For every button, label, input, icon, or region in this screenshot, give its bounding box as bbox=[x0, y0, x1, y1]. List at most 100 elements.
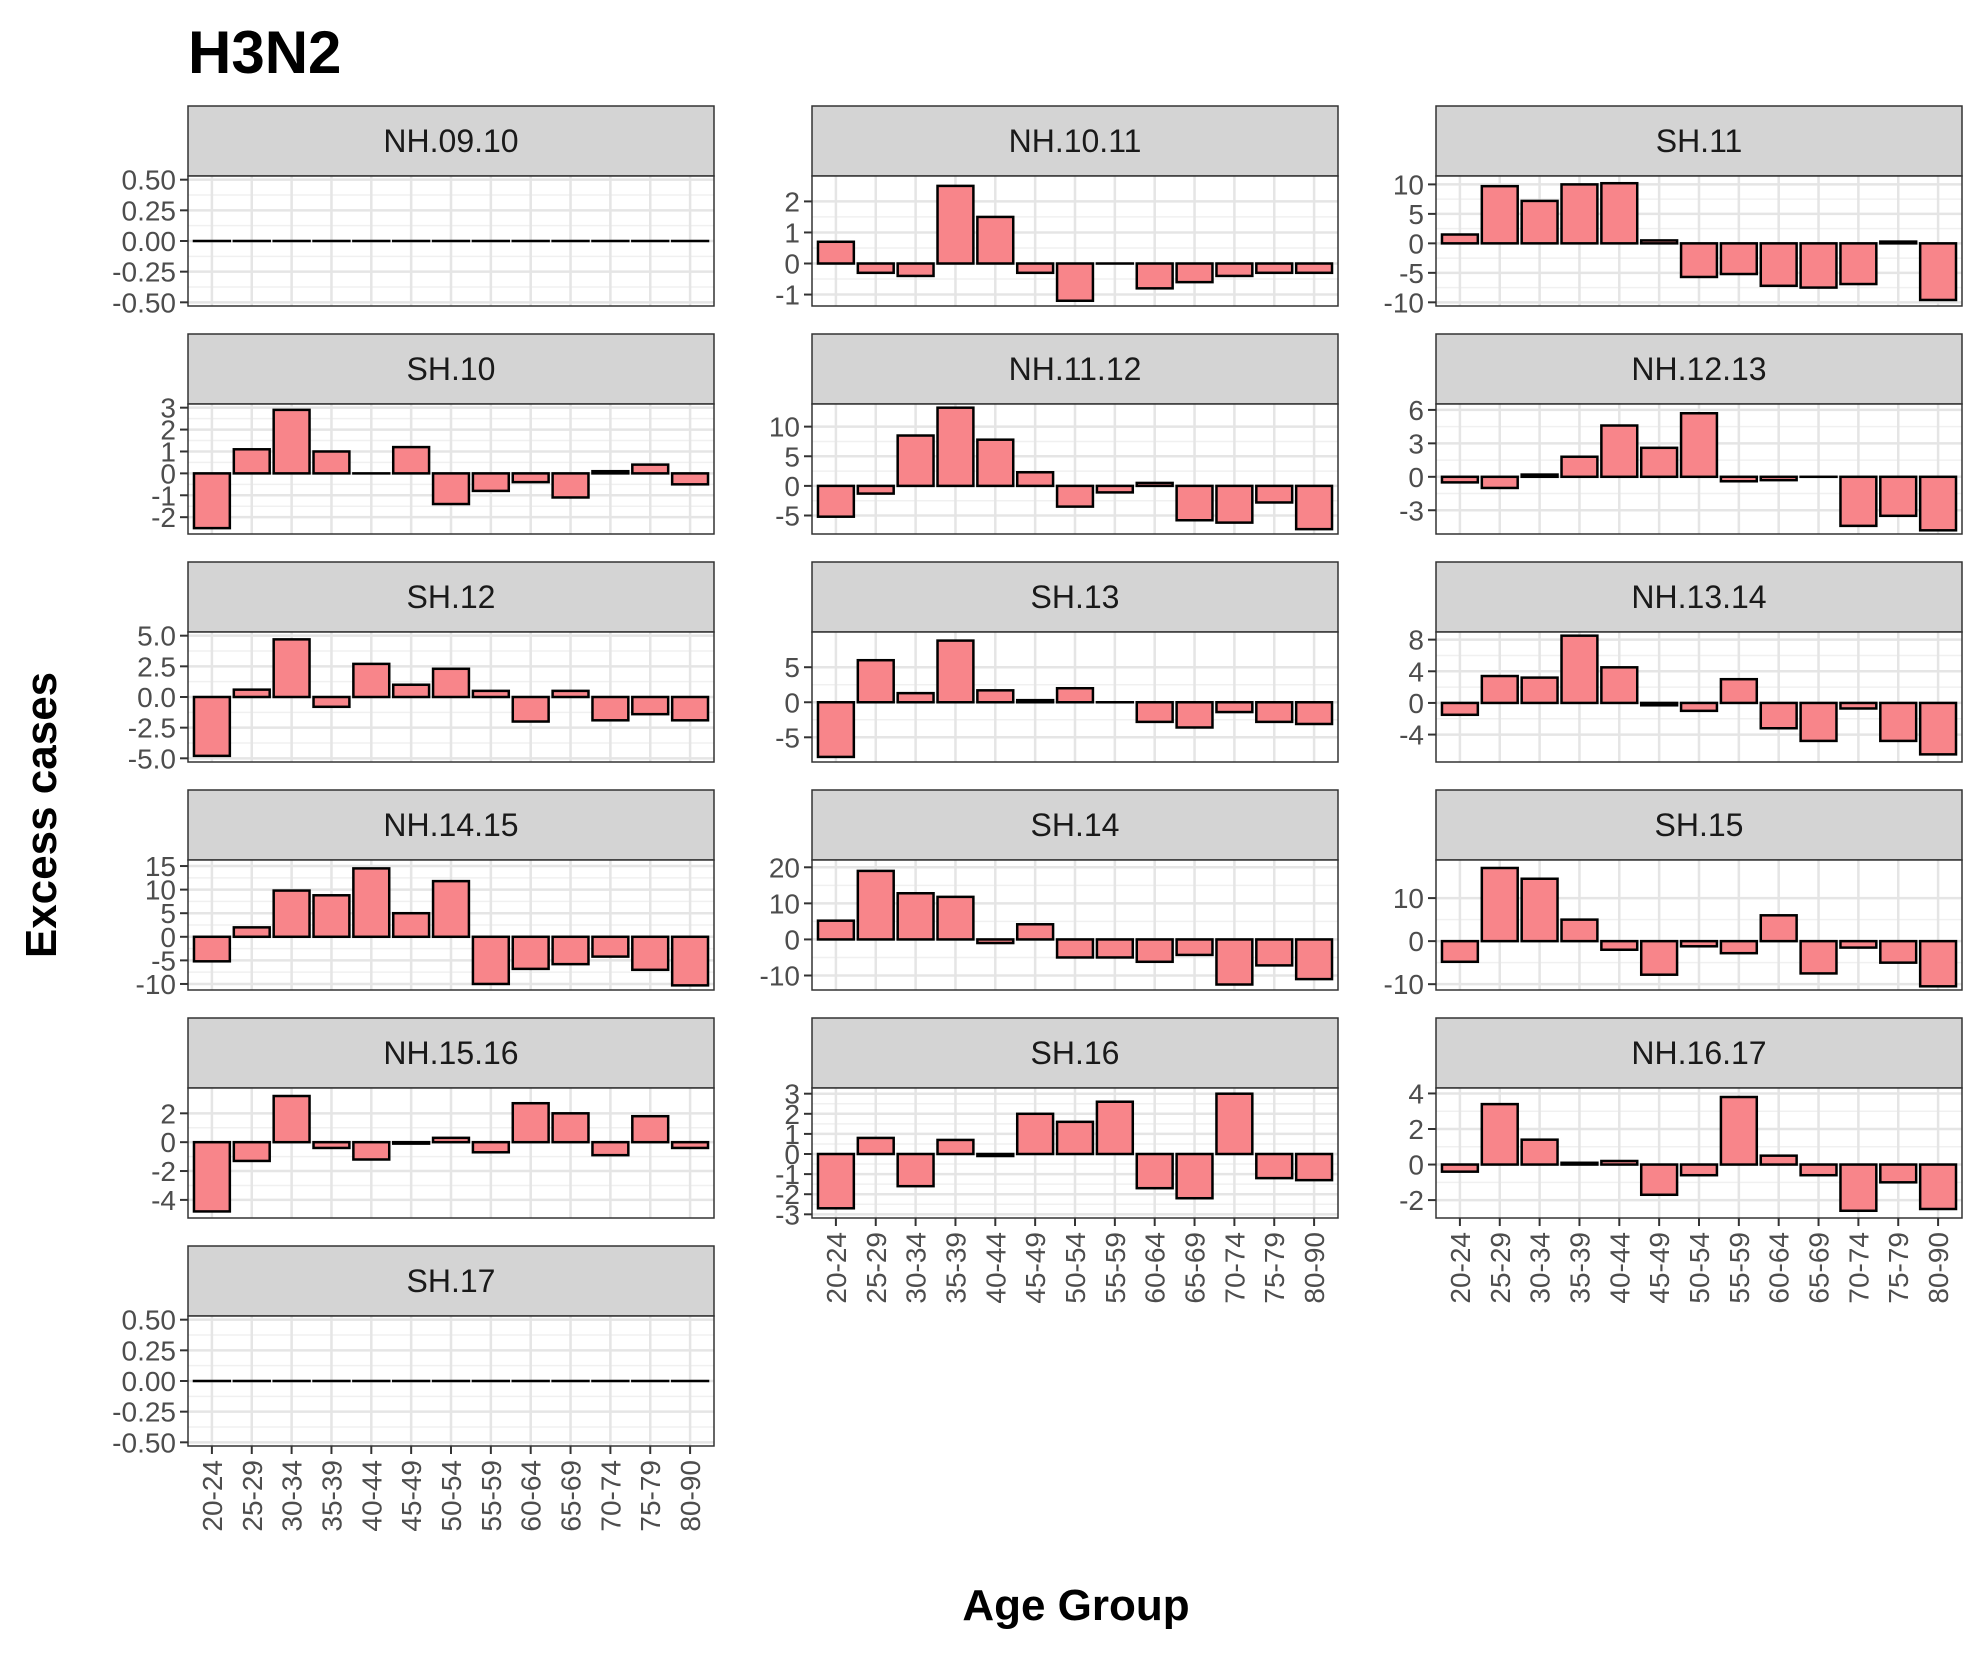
x-tick-label: 70-74 bbox=[1843, 1232, 1874, 1304]
y-tick-label: 10 bbox=[1393, 883, 1424, 914]
bar-80-90 bbox=[672, 937, 708, 986]
bar-80-90 bbox=[1920, 1165, 1956, 1209]
bar-55-59 bbox=[473, 691, 509, 697]
bar-35-39 bbox=[1562, 457, 1598, 477]
y-tick-label: -4 bbox=[151, 1185, 176, 1216]
bar-30-34 bbox=[898, 893, 934, 939]
bar-20-24 bbox=[194, 697, 230, 756]
y-tick-label: 2 bbox=[160, 1098, 176, 1129]
bar-70-74 bbox=[1840, 941, 1876, 947]
bar-80-90 bbox=[1296, 939, 1332, 979]
y-tick-label: -0.50 bbox=[112, 1427, 176, 1458]
x-tick-label: 60-64 bbox=[1764, 1232, 1795, 1304]
bar-80-90 bbox=[1296, 264, 1332, 273]
y-tick-label: 0.50 bbox=[122, 1305, 177, 1336]
bar-40-44 bbox=[977, 440, 1013, 486]
bar-80-90 bbox=[1296, 1154, 1332, 1180]
panel-SH.12: SH.125.02.50.0-2.5-5.0 bbox=[128, 562, 714, 774]
y-tick-label: -1 bbox=[775, 280, 800, 311]
panel-strip-label: NH.09.10 bbox=[383, 123, 518, 159]
bar-50-54 bbox=[433, 881, 469, 937]
x-tick-label: 65-69 bbox=[1180, 1232, 1211, 1304]
panel-NH.09.10: NH.09.100.500.250.00-0.25-0.50 bbox=[112, 106, 714, 318]
bar-20-24 bbox=[194, 937, 230, 962]
bar-60-64 bbox=[1761, 703, 1797, 728]
bar-35-39 bbox=[938, 641, 974, 703]
bar-80-90 bbox=[1920, 941, 1956, 986]
x-tick-label: 55-59 bbox=[1100, 1232, 1131, 1304]
bar-45-49 bbox=[1641, 941, 1677, 975]
x-tick-label: 70-74 bbox=[595, 1460, 626, 1532]
y-tick-label: 5 bbox=[1408, 199, 1424, 230]
bar-30-34 bbox=[1522, 475, 1558, 477]
bar-45-49 bbox=[1017, 1114, 1053, 1154]
y-tick-label: 5 bbox=[784, 441, 800, 472]
bar-55-59 bbox=[473, 473, 509, 491]
bar-50-54 bbox=[1681, 243, 1717, 277]
x-tick-label: 75-79 bbox=[1883, 1232, 1914, 1304]
bar-80-90 bbox=[1296, 702, 1332, 724]
panel-strip-label: SH.13 bbox=[1031, 579, 1120, 615]
bar-60-64 bbox=[1761, 243, 1797, 285]
bar-65-69 bbox=[1177, 702, 1213, 727]
y-tick-label: 0.25 bbox=[122, 1335, 177, 1366]
bar-70-74 bbox=[592, 937, 628, 957]
bar-50-54 bbox=[1057, 486, 1093, 507]
bar-20-24 bbox=[818, 486, 854, 517]
bar-55-59 bbox=[473, 1142, 509, 1152]
bar-65-69 bbox=[1177, 486, 1213, 520]
bar-60-64 bbox=[1137, 1154, 1173, 1188]
bar-50-54 bbox=[1057, 264, 1093, 301]
y-tick-label: 10 bbox=[1393, 169, 1424, 200]
bar-25-29 bbox=[858, 1138, 894, 1154]
x-axis-label: Age Group bbox=[962, 1581, 1189, 1630]
bar-30-34 bbox=[1522, 678, 1558, 703]
x-tick-label: 75-79 bbox=[635, 1460, 666, 1532]
bar-30-34 bbox=[898, 693, 934, 702]
y-tick-label: -3 bbox=[775, 1199, 800, 1230]
y-tick-label: 3 bbox=[1408, 428, 1424, 459]
bar-80-90 bbox=[1920, 243, 1956, 300]
bar-75-79 bbox=[1880, 1165, 1916, 1183]
y-tick-label: 4 bbox=[1408, 656, 1424, 687]
bar-25-29 bbox=[234, 927, 270, 936]
bar-30-34 bbox=[274, 410, 310, 474]
bar-40-44 bbox=[353, 664, 389, 697]
bar-60-64 bbox=[513, 697, 549, 722]
bar-35-39 bbox=[938, 408, 974, 486]
bar-30-34 bbox=[1522, 1140, 1558, 1165]
bar-80-90 bbox=[672, 1142, 708, 1148]
bar-60-64 bbox=[1137, 264, 1173, 289]
bar-50-54 bbox=[433, 473, 469, 504]
y-tick-label: 0 bbox=[784, 687, 800, 718]
y-tick-label: 0 bbox=[784, 924, 800, 955]
x-tick-label: 50-54 bbox=[1060, 1232, 1091, 1304]
bar-25-29 bbox=[1482, 1104, 1518, 1164]
y-tick-label: 0 bbox=[1408, 688, 1424, 719]
bar-50-54 bbox=[433, 1138, 469, 1142]
bar-35-39 bbox=[1562, 1163, 1598, 1165]
y-tick-label: 2 bbox=[784, 186, 800, 217]
bar-25-29 bbox=[1482, 477, 1518, 488]
panel-strip-label: SH.16 bbox=[1031, 1035, 1120, 1071]
y-tick-label: -0.25 bbox=[112, 1397, 176, 1428]
x-tick-label: 35-39 bbox=[1564, 1232, 1595, 1304]
bar-35-39 bbox=[1562, 184, 1598, 243]
bar-50-54 bbox=[1057, 1122, 1093, 1154]
y-tick-label: 8 bbox=[1408, 625, 1424, 656]
bar-45-49 bbox=[1017, 472, 1053, 486]
bar-60-64 bbox=[513, 1103, 549, 1142]
y-tick-label: 0 bbox=[1408, 1150, 1424, 1181]
bar-20-24 bbox=[1442, 235, 1478, 244]
bar-40-44 bbox=[977, 690, 1013, 702]
bar-80-90 bbox=[1920, 703, 1956, 754]
bar-60-64 bbox=[1761, 915, 1797, 941]
bar-25-29 bbox=[1482, 186, 1518, 243]
bar-20-24 bbox=[194, 1142, 230, 1211]
